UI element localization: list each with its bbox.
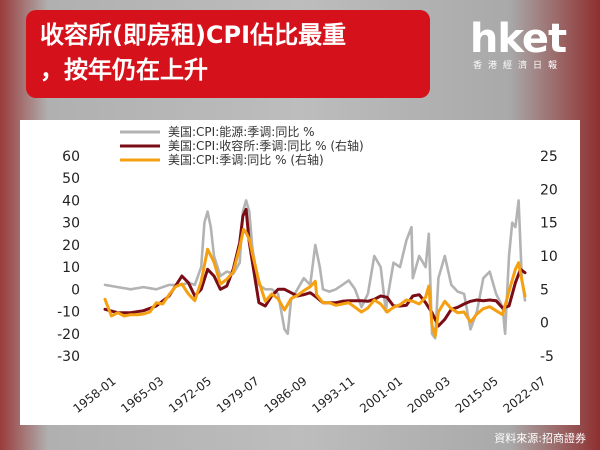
left-tick-label: -20 [57,327,80,343]
headline-line1: 收容所(即房租)CPI佔比最重 [40,21,347,49]
left-tick-label: 0 [71,282,80,298]
left-tick-label: 60 [62,149,80,165]
series-lines [103,199,527,340]
left-tick-label: -10 [57,305,80,321]
x-tick-label: 1986-09 [262,374,310,416]
logo-main-text: hket [469,16,567,62]
series-line-2 [103,227,527,338]
x-tick-label: 1958-01 [70,374,118,416]
x-tick-label: 1993-11 [309,374,357,416]
series-line-1 [103,207,527,328]
right-tick-label: 10 [540,249,558,265]
chart-legend: 美国:CPI:能源:季调:同比 %美国:CPI:收容所:季调:同比 % (右轴)… [120,125,364,167]
cpi-chart: 美国:CPI:能源:季调:同比 %美国:CPI:收容所:季调:同比 % (右轴)… [57,125,558,416]
left-tick-label: 40 [62,193,80,209]
left-tick-label: 20 [62,238,80,254]
left-tick-label: -30 [57,349,80,365]
right-tick-label: -5 [540,349,554,365]
right-tick-label: 15 [540,216,558,232]
headline-box: 收容所(即房租)CPI佔比最重 ，按年仍在上升 [26,10,430,98]
right-axis-ticks: -5 0 5 10 15 20 25 [540,149,558,365]
x-tick-label: 2015-05 [453,374,501,416]
x-tick-label: 2008-03 [405,374,453,416]
x-tick-label: 2001-01 [357,374,405,416]
left-axis-ticks: -30 -20 -10 0 10 20 30 40 50 60 [57,149,80,365]
right-tick-label: 25 [540,149,558,165]
source-note: 資料來源:招商證券 [494,432,586,445]
legend-label-1: 美国:CPI:收容所:季调:同比 % (右轴) [168,138,364,153]
hket-logo: hket 香港經濟日報 [458,18,578,78]
legend-label-2: 美国:CPI:季调:同比 % (右轴) [168,152,324,167]
x-tick-label: 1979-07 [214,374,262,416]
logo-sub-text: 香港經濟日報 [472,61,563,71]
right-tick-label: 20 [540,182,558,198]
x-tick-label: 1965-03 [118,374,166,416]
left-tick-label: 50 [62,171,80,187]
x-tick-label: 1972-05 [166,374,214,416]
right-tick-label: 5 [540,282,549,298]
right-tick-label: 0 [540,316,549,332]
left-tick-label: 10 [62,260,80,276]
x-tick-label: 2022-07 [500,374,548,416]
chart-panel: 美国:CPI:能源:季调:同比 % 美国:CPI:收容所:季调:同比 % (右轴)… [20,120,580,425]
headline-line2: ，按年仍在上升 [40,56,208,84]
series-line-0 [103,199,527,340]
x-axis-ticks: 1958-01 1965-03 1972-05 1979-07 1986-09 1993-… [70,374,548,416]
legend-label-0: 美国:CPI:能源:季调:同比 % [168,125,315,139]
left-tick-label: 30 [62,216,80,232]
